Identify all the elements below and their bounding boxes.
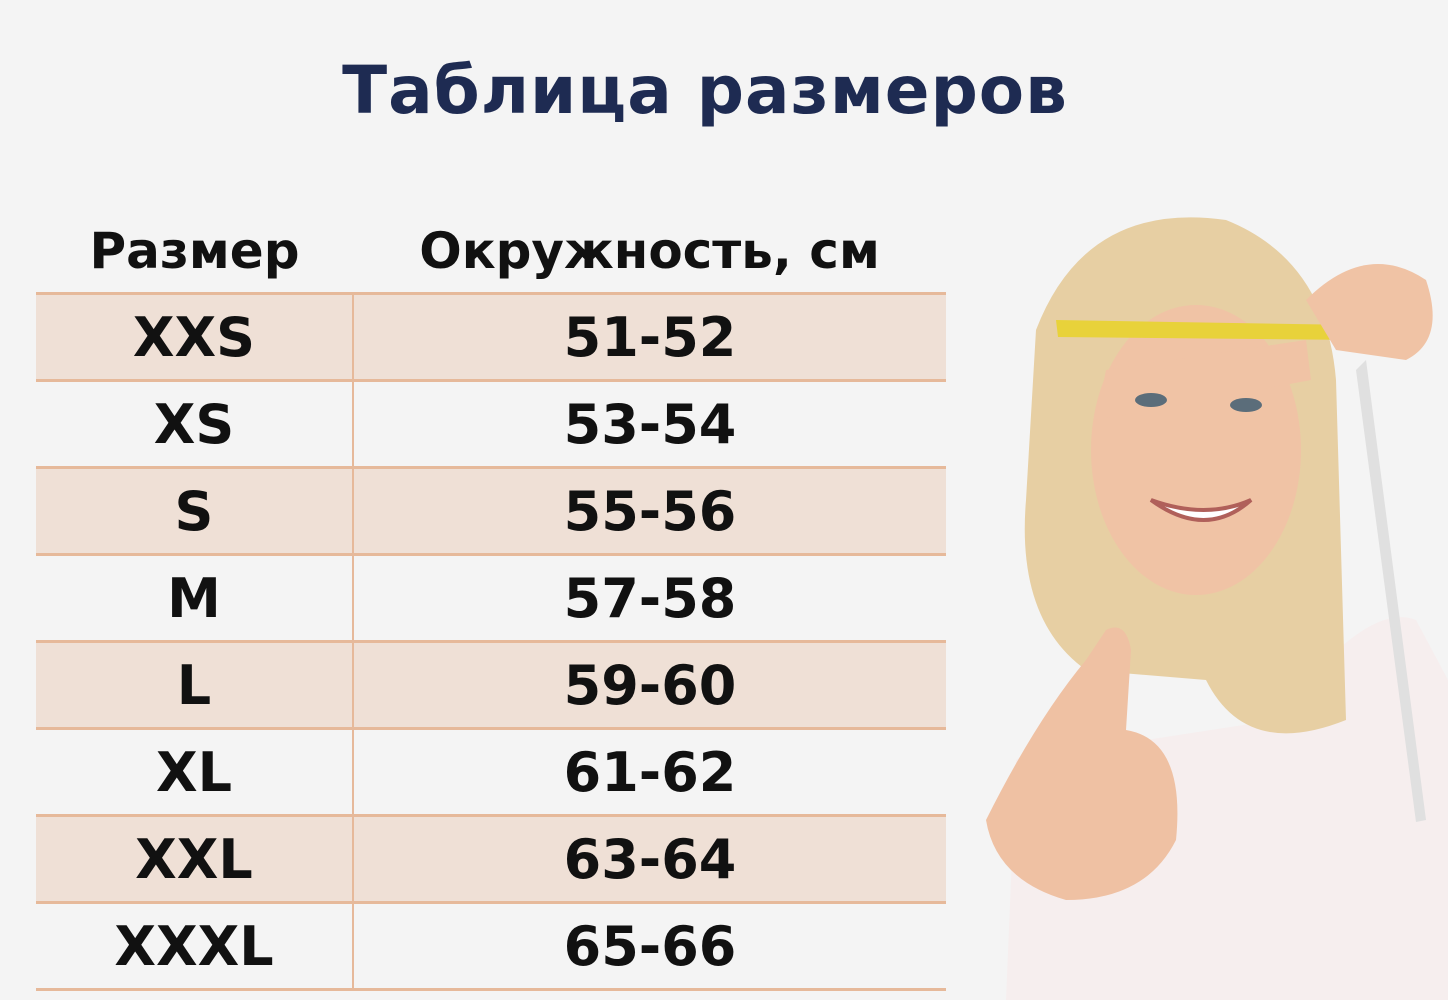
table-row: M 57-58 [36,553,946,640]
size-cell: XXL [36,817,354,901]
circumference-cell: 59-60 [563,653,737,717]
size-cell: L [36,643,354,727]
table-row: XL 61-62 [36,727,946,814]
table-row: L 59-60 [36,640,946,727]
size-table: Размер Окружность, см XXS 51-52 XS 53-54 S… [36,210,946,991]
table-row: XXS 51-52 [36,292,946,379]
header-size: Размер [89,222,300,280]
size-cell: XS [36,382,354,466]
size-cell: XXXL [36,904,354,988]
size-cell: S [36,469,354,553]
table-row: S 55-56 [36,466,946,553]
circumference-cell: 65-66 [563,914,737,978]
size-cell: XXS [36,295,354,379]
table-row: XXL 63-64 [36,814,946,901]
table-row: XS 53-54 [36,379,946,466]
table-row: XXXL 65-66 [36,901,946,991]
header-circumference: Окружность, см [419,222,880,280]
size-cell: M [36,556,354,640]
circumference-cell: 51-52 [563,305,737,369]
circumference-cell: 63-64 [563,827,737,891]
woman-measuring-head-photo [986,217,1448,1000]
circumference-cell: 61-62 [563,740,737,804]
page-title: Таблица размеров [342,52,1068,129]
circumference-cell: 53-54 [563,392,737,456]
circumference-cell: 57-58 [563,566,737,630]
circumference-cell: 55-56 [563,479,737,543]
size-cell: XL [36,730,354,814]
table-header: Размер Окружность, см [36,210,946,292]
